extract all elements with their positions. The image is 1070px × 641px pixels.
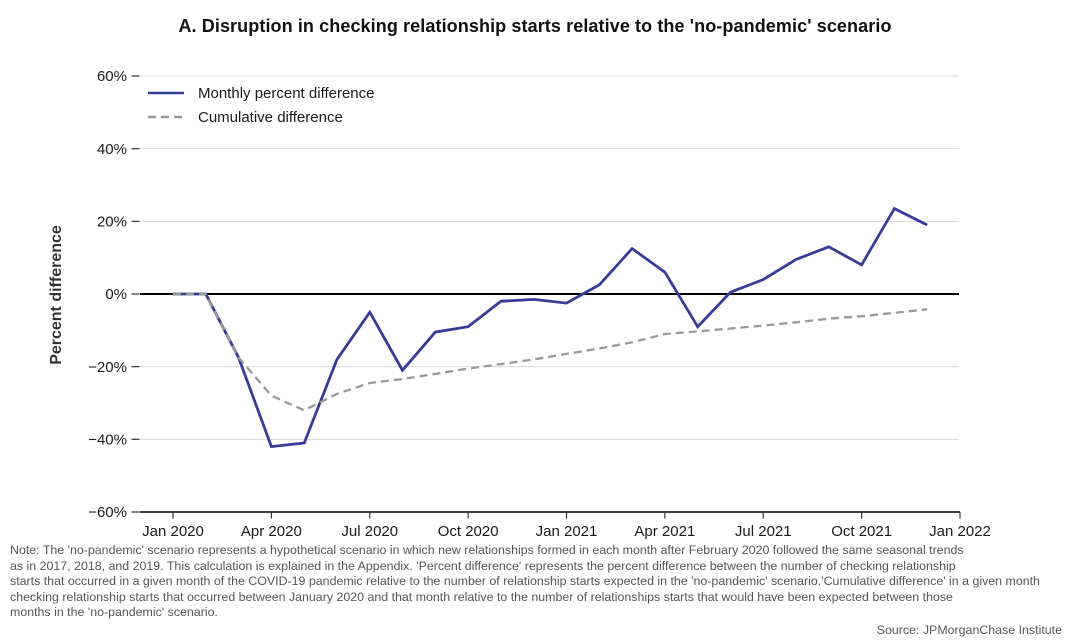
x-tick-label: Jul 2020 [341, 523, 398, 540]
x-tick-label: Oct 2021 [831, 523, 892, 540]
y-tick-label: −20% [88, 359, 127, 376]
x-tick-label: Jan 2022 [929, 523, 991, 540]
y-tick-label: 40% [97, 141, 127, 158]
note-line: as in 2017, 2018, and 2019. This calcula… [10, 558, 956, 573]
y-tick-label: 60% [97, 68, 127, 85]
note-line: checking relationship starts that occurr… [10, 589, 953, 604]
x-tick-label: Apr 2020 [241, 523, 302, 540]
x-tick-label: Apr 2021 [634, 523, 695, 540]
y-tick-label: 20% [97, 214, 127, 231]
legend-item-cumulative: Cumulative difference [147, 105, 375, 129]
x-tick-label: Jan 2021 [536, 523, 598, 540]
y-tick-label: −60% [88, 504, 127, 521]
chart-title: A. Disruption in checking relationship s… [178, 16, 892, 36]
dashed-line-icon [148, 115, 184, 119]
solid-line-icon [148, 91, 184, 95]
y-tick-label: 0% [105, 286, 127, 303]
source-text: Source: JPMorganChase Institute [876, 623, 1062, 637]
series-line-cumulative [173, 292, 928, 412]
y-tick-label: −40% [88, 432, 127, 449]
note-text: Note: The 'no-pandemic' scenario represe… [10, 543, 1040, 621]
legend: Monthly percent difference Cumulative di… [147, 81, 375, 129]
x-tick-label: Jan 2020 [142, 523, 204, 540]
legend-label-cumulative: Cumulative difference [198, 108, 343, 126]
x-tick-label: Oct 2020 [438, 523, 499, 540]
note-line: Note: The 'no-pandemic' scenario represe… [10, 543, 964, 557]
legend-label-monthly: Monthly percent difference [198, 84, 375, 102]
legend-item-monthly: Monthly percent difference [147, 81, 375, 105]
note-line: starts that occurred in a given month of… [10, 574, 1040, 589]
note-line: months in the 'no-pandemic' scenario. [10, 605, 218, 620]
series-line-monthly [173, 206, 928, 449]
x-tick-label: Jul 2021 [735, 523, 792, 540]
